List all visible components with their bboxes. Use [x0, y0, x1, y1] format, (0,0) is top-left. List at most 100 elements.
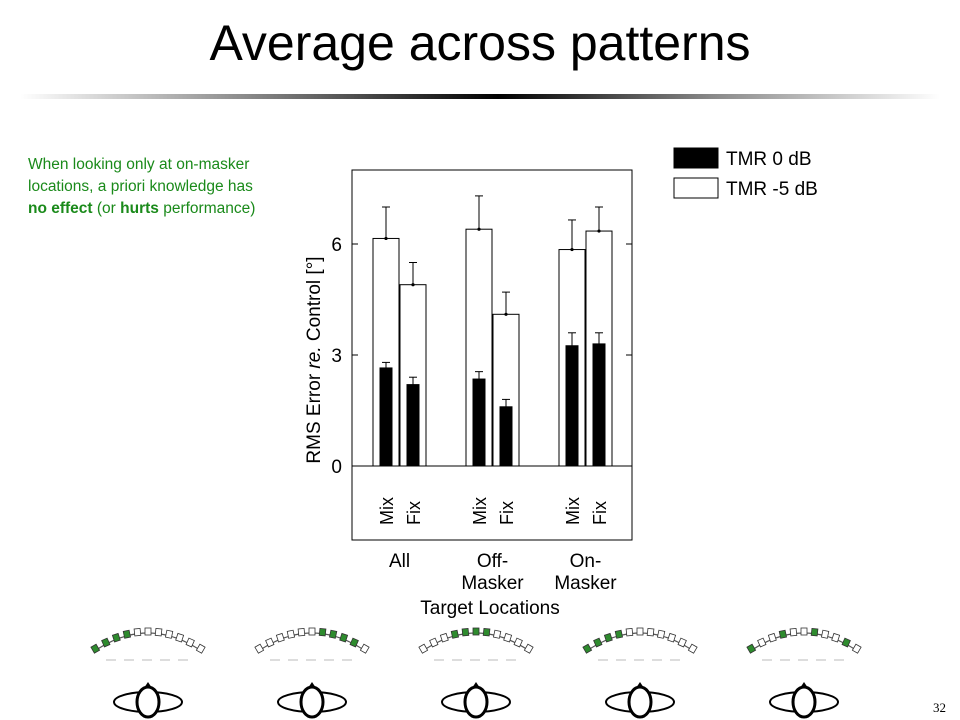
speaker-inactive: [154, 627, 163, 637]
page-number: 32: [933, 700, 946, 715]
speaker-active: [318, 627, 327, 637]
legend-label-tmr-minus5: TMR -5 dB: [726, 179, 818, 200]
group-label: Masker: [461, 573, 524, 594]
speaker-active: [603, 632, 613, 643]
speaker-inactive: [308, 627, 316, 636]
speaker-inactive: [164, 629, 174, 639]
pattern-icon: [746, 627, 862, 719]
note-text-1: When looking only at on-masker locations…: [28, 156, 253, 195]
y-tick-label: 0: [331, 457, 342, 478]
speaker-inactive: [265, 637, 275, 648]
group-label: All: [389, 551, 410, 572]
speaker-active: [111, 632, 121, 643]
pattern-icon: [90, 627, 206, 719]
listener-nose: [800, 682, 808, 688]
speaker-inactive: [831, 632, 841, 643]
speaker-inactive: [687, 643, 698, 654]
speaker-inactive: [133, 627, 142, 637]
listener-head: [463, 685, 489, 719]
note-text-3: performance): [158, 200, 256, 217]
bar-tmr-0: [379, 367, 393, 467]
speaker-active: [593, 637, 603, 648]
note-bold-2: hurts: [120, 200, 159, 217]
speaker-active: [614, 629, 624, 639]
listener-head: [299, 685, 325, 719]
title-rule: [20, 94, 940, 99]
speaker-inactive: [185, 637, 195, 648]
bar-tmr-0: [472, 378, 486, 467]
speaker-active: [450, 629, 460, 639]
legend-label-tmr-0: TMR 0 dB: [726, 149, 812, 170]
speaker-inactive: [625, 627, 634, 637]
group-label: On-: [570, 551, 602, 572]
mean-point-tmr-minus5: [597, 229, 601, 233]
speaker-inactive: [429, 637, 439, 648]
location-arc: [259, 632, 365, 651]
bar-tmr-0: [406, 384, 420, 467]
bar-tmr-0: [565, 345, 579, 467]
speaker-inactive: [503, 632, 513, 643]
speaker-inactive: [286, 629, 296, 639]
listener-head: [627, 685, 653, 719]
listener-head: [791, 685, 817, 719]
location-patterns: [90, 627, 862, 719]
speaker-inactive: [359, 643, 370, 654]
group-label: Masker: [554, 573, 617, 594]
speaker-inactive: [656, 629, 666, 639]
x-axis-label: Target Locations: [420, 598, 559, 619]
speaker-inactive: [789, 627, 798, 637]
speaker-inactive: [513, 637, 523, 648]
bar-tmr-minus5: [399, 284, 427, 467]
speaker-inactive: [275, 632, 285, 643]
speaker-active: [90, 643, 101, 654]
speaker-active: [349, 637, 359, 648]
listener-nose: [636, 682, 644, 688]
speaker-active: [461, 627, 470, 637]
speaker-inactive: [646, 627, 655, 637]
listener-nose: [472, 682, 480, 688]
speaker-inactive: [439, 632, 449, 643]
location-arc: [95, 632, 201, 651]
y-tick-label: 6: [331, 235, 342, 256]
group-label: Off-: [477, 551, 508, 572]
speaker-inactive: [254, 643, 265, 654]
speaker-active: [328, 629, 338, 639]
speaker-active: [101, 637, 111, 648]
pattern-icon: [582, 627, 698, 719]
condition-label: Fix: [497, 501, 517, 525]
speaker-active: [122, 629, 132, 639]
speaker-active: [778, 629, 788, 639]
note-text-2: (or: [92, 200, 121, 217]
condition-label: Fix: [590, 501, 610, 525]
listener-head: [135, 685, 161, 719]
bar-chart: 0 3 6 RMS Error re. Control [°] Mix Fix All Mix…: [304, 147, 818, 619]
speaker-inactive: [175, 632, 185, 643]
legend-swatch-tmr-0: [673, 147, 719, 169]
speaker-inactive: [677, 637, 687, 648]
condition-label: Mix: [563, 497, 583, 525]
mean-point-tmr-minus5: [477, 227, 481, 231]
speaker-inactive: [144, 627, 152, 636]
mean-point-tmr-minus5: [504, 312, 508, 316]
y-axis-label: RMS Error re. Control [°]: [304, 256, 325, 463]
speaker-active: [746, 643, 757, 654]
speaker-inactive: [767, 632, 777, 643]
speaker-active: [482, 627, 491, 637]
bar-tmr-0: [499, 406, 513, 467]
pattern-icon: [254, 627, 370, 719]
speaker-inactive: [195, 643, 206, 654]
speaker-active: [841, 637, 851, 648]
speaker-inactive: [820, 629, 830, 639]
mean-point-tmr-minus5: [411, 283, 415, 287]
speaker-inactive: [492, 629, 502, 639]
annotation-note: When looking only at on-masker locations…: [28, 154, 273, 220]
mean-point-tmr-minus5: [384, 236, 388, 241]
speaker-inactive: [851, 643, 862, 654]
speaker-inactive: [523, 643, 534, 654]
y-tick-label: 3: [331, 346, 342, 367]
speaker-inactive: [800, 627, 808, 636]
speaker-inactive: [297, 627, 306, 637]
speaker-active: [472, 627, 480, 636]
speaker-inactive: [418, 643, 429, 654]
listener-nose: [144, 682, 152, 688]
